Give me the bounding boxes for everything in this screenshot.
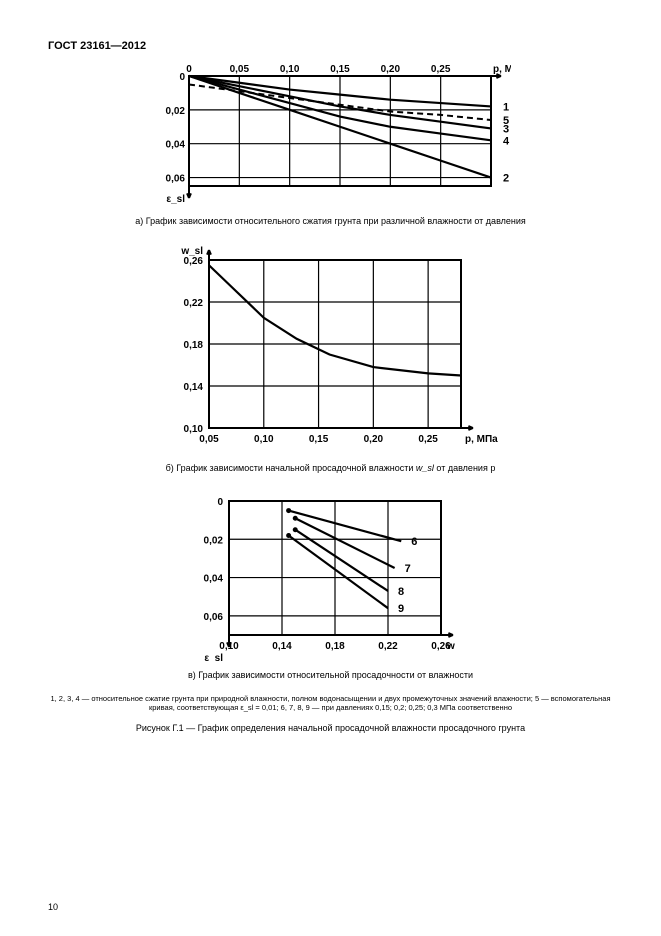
document-header: ГОСТ 23161—2012 (48, 40, 613, 52)
svg-text:7: 7 (404, 563, 410, 575)
svg-text:3: 3 (503, 123, 509, 135)
svg-text:0,25: 0,25 (430, 64, 450, 75)
svg-text:0,06: 0,06 (203, 612, 223, 623)
svg-text:0,15: 0,15 (308, 434, 328, 445)
svg-text:8: 8 (398, 586, 404, 598)
svg-text:0,25: 0,25 (418, 434, 438, 445)
svg-text:0,22: 0,22 (183, 298, 203, 309)
svg-text:6: 6 (411, 536, 417, 548)
svg-text:0: 0 (179, 72, 185, 83)
svg-text:0,20: 0,20 (380, 64, 400, 75)
svg-text:0,04: 0,04 (203, 574, 223, 585)
page-number: 10 (48, 902, 58, 912)
svg-text:1: 1 (503, 101, 509, 113)
svg-text:9: 9 (398, 603, 404, 615)
svg-text:0,20: 0,20 (363, 434, 383, 445)
svg-text:p, МПа: p, МПа (465, 434, 498, 445)
svg-text:0: 0 (186, 64, 192, 75)
svg-text:0,22: 0,22 (378, 641, 398, 652)
figure-label: Рисунок Г.1 — График определения начальн… (48, 723, 613, 733)
svg-text:0,14: 0,14 (272, 641, 292, 652)
chart-b: 0,050,100,150,200,25p, МПа0,260,220,180,… (161, 240, 501, 455)
chart-b-caption: б) График зависимости начальной просадоч… (48, 463, 613, 473)
chart-c-caption: в) График зависимости относительной прос… (48, 670, 613, 680)
svg-text:2: 2 (503, 173, 509, 185)
svg-text:0,06: 0,06 (165, 174, 185, 185)
svg-text:ε_sl: ε_sl (204, 653, 223, 662)
chart-a-caption: а) График зависимости относительного сжа… (48, 216, 613, 226)
svg-text:0,18: 0,18 (183, 340, 203, 351)
svg-text:ε_sl: ε_sl (166, 194, 185, 205)
svg-text:0,05: 0,05 (229, 64, 249, 75)
svg-text:w_sl: w_sl (180, 246, 203, 257)
svg-text:0,15: 0,15 (330, 64, 350, 75)
svg-text:0,10: 0,10 (279, 64, 299, 75)
svg-text:0,05: 0,05 (199, 434, 219, 445)
svg-text:0,04: 0,04 (165, 140, 185, 151)
svg-text:0,26: 0,26 (183, 256, 203, 267)
svg-text:0,10: 0,10 (183, 424, 203, 435)
svg-text:0: 0 (217, 497, 223, 508)
svg-text:0,02: 0,02 (165, 106, 185, 117)
svg-text:4: 4 (503, 135, 510, 147)
legend-text: 1, 2, 3, 4 — относительное сжатие грунта… (48, 694, 613, 713)
svg-text:0,02: 0,02 (203, 535, 223, 546)
svg-text:0,10: 0,10 (254, 434, 274, 445)
svg-text:w: w (446, 641, 455, 652)
svg-text:0,18: 0,18 (325, 641, 345, 652)
svg-text:p, МПа: p, МПа (493, 64, 511, 75)
chart-c: 0,100,140,180,220,26w00,020,040,06ε_sl67… (181, 487, 481, 662)
chart-a: 0 0,05 0,10 0,15 0,20 0,25 p, МПа 0 0,02 0,04 0,06… (151, 58, 511, 208)
svg-text:0,14: 0,14 (183, 382, 203, 393)
